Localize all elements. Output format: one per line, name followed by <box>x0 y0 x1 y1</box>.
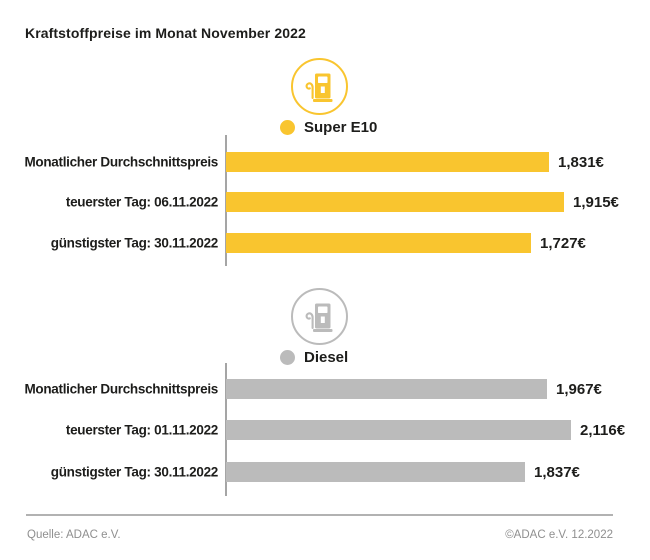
value-label: 1,837€ <box>534 463 580 481</box>
fuel-pump-badge-diesel <box>291 288 348 345</box>
legend-diesel: Diesel <box>280 348 349 366</box>
bar <box>226 152 549 172</box>
category-label: Monatlicher Durchschnittspreis <box>24 154 218 170</box>
legend-label: Diesel <box>304 348 349 366</box>
bar-row: teuerster Tag: 06.11.2022 1,915€ <box>0 192 619 212</box>
legend-label: Super E10 <box>304 118 378 136</box>
bar-row: günstigster Tag: 30.11.2022 1,837€ <box>0 462 580 482</box>
bar-row: günstigster Tag: 30.11.2022 1,727€ <box>0 233 586 253</box>
legend-dot-diesel <box>280 349 295 365</box>
fuel-pump-icon <box>305 73 332 102</box>
category-label: teuerster Tag: 06.11.2022 <box>65 194 218 210</box>
bar <box>226 420 571 440</box>
bar <box>226 462 525 482</box>
value-label: 1,915€ <box>573 193 619 211</box>
bar-row: teuerster Tag: 01.11.2022 2,116€ <box>0 420 625 440</box>
bar <box>226 379 547 399</box>
page-title: Kraftstoffpreise im Monat November 2022 <box>25 25 306 41</box>
legend-dot-super-e10 <box>280 119 295 135</box>
value-label: 2,116€ <box>580 421 626 439</box>
value-label: 1,831€ <box>558 153 604 171</box>
copyright-text: ©ADAC e.V. 12.2022 <box>505 529 613 541</box>
bar-row: Monatlicher Durchschnittspreis 1,831€ <box>0 152 604 172</box>
bar <box>226 192 564 212</box>
value-label: 1,727€ <box>540 234 586 252</box>
category-label: Monatlicher Durchschnittspreis <box>24 381 218 397</box>
bar <box>226 233 531 253</box>
category-label: teuerster Tag: 01.11.2022 <box>65 422 218 438</box>
fuel-pump-icon <box>305 303 332 332</box>
value-label: 1,967€ <box>556 380 602 398</box>
category-label: günstigster Tag: 30.11.2022 <box>50 235 219 251</box>
legend-super-e10: Super E10 <box>280 118 378 136</box>
category-label: günstigster Tag: 30.11.2022 <box>50 464 219 480</box>
source-text: Quelle: ADAC e.V. <box>27 529 121 541</box>
fuel-pump-badge-super-e10 <box>291 58 348 115</box>
footer-divider <box>26 514 613 516</box>
bar-row: Monatlicher Durchschnittspreis 1,967€ <box>0 379 602 399</box>
